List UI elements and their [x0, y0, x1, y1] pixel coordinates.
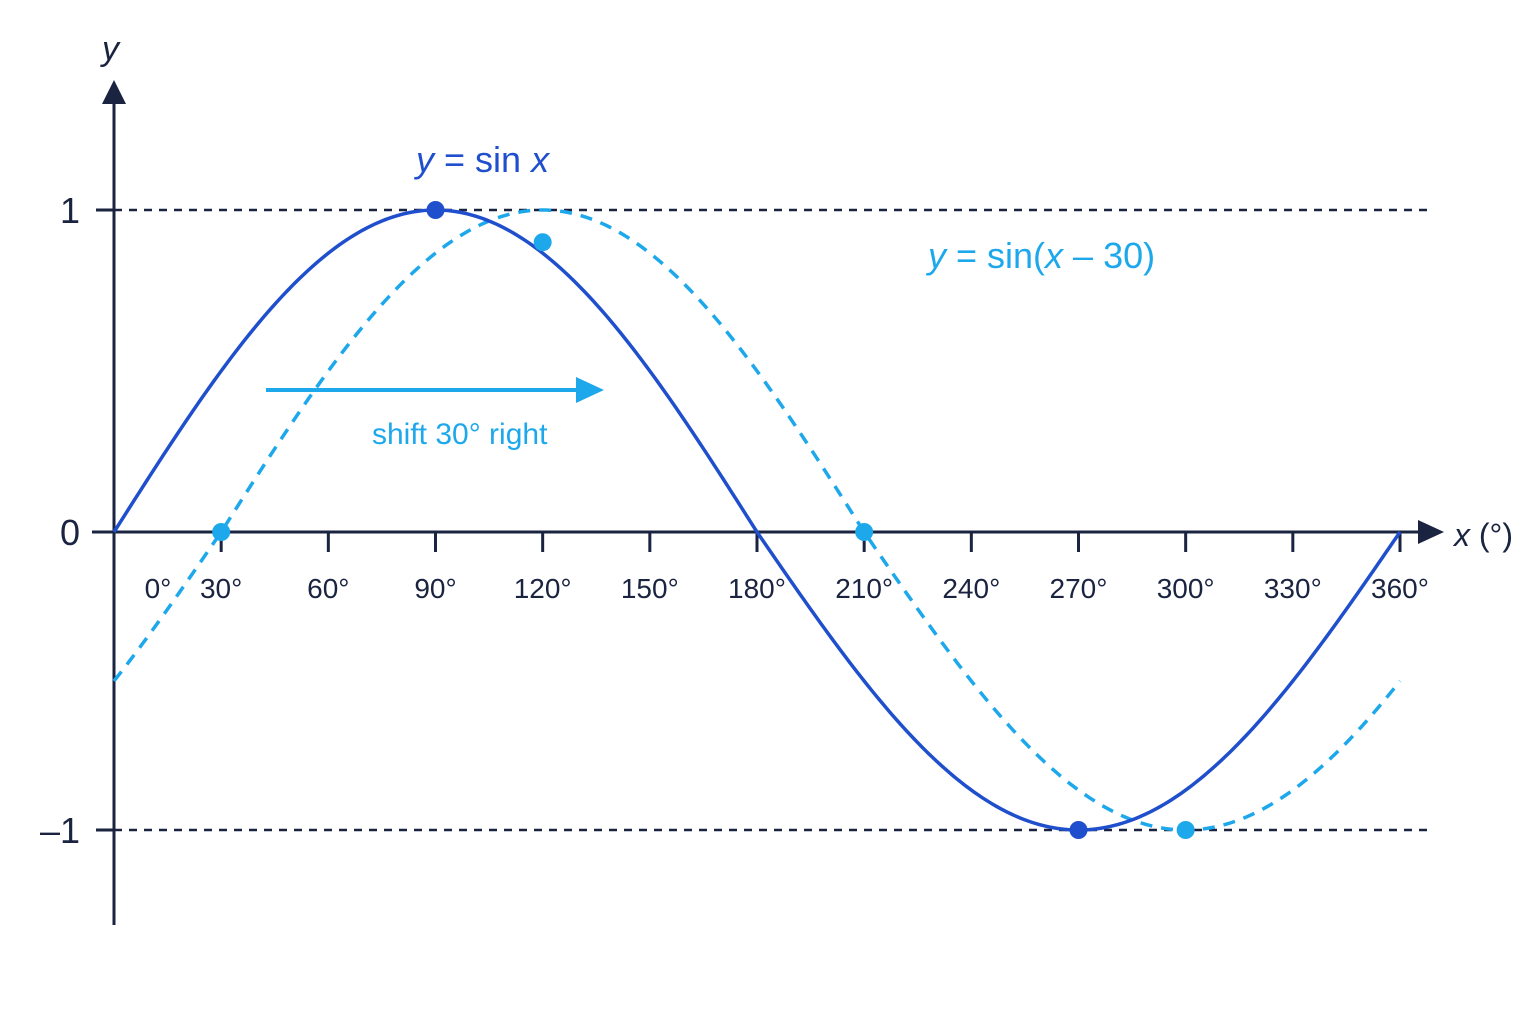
- y-axis-label: y: [100, 30, 121, 68]
- point-sin-shifted: [1176, 821, 1195, 839]
- x-tick-label: 0°: [145, 573, 172, 604]
- legend-label-sin: y = sin x: [413, 139, 551, 180]
- shift-annotation-label: shift 30° right: [372, 418, 548, 451]
- series-line-sin-shifted: [112, 208, 1402, 832]
- x-tick-label: 60°: [307, 573, 349, 604]
- x-axis-label: x (°): [1452, 517, 1513, 553]
- x-tick-label: 30°: [200, 573, 242, 604]
- series-line-sin: [112, 208, 1402, 832]
- x-tick-label: 150°: [621, 573, 679, 604]
- y-tick-label: –1: [40, 810, 80, 851]
- marked-points: [212, 201, 1195, 839]
- x-tick-label: 360°: [1371, 573, 1429, 604]
- y-tick-label: 0: [60, 512, 80, 553]
- point-sin: [1069, 821, 1088, 839]
- point-sin-shifted: [533, 233, 552, 252]
- legend-label-sin-shifted: y = sin(x – 30): [925, 235, 1155, 276]
- x-tick-label: 270°: [1050, 573, 1108, 604]
- point-sin-shifted: [212, 523, 231, 541]
- shift-arrow-head: [576, 377, 604, 403]
- y-axis-arrowhead: [102, 80, 126, 104]
- x-tick-label: 240°: [942, 573, 1000, 604]
- point-sin: [426, 201, 445, 219]
- x-tick-label: 330°: [1264, 573, 1322, 604]
- x-tick-label: 210°: [835, 573, 893, 604]
- x-tick-label: 90°: [414, 573, 456, 604]
- y-tick-labels: 1 0 –1: [40, 190, 114, 851]
- x-tick-label: 120°: [514, 573, 572, 604]
- y-tick-label: 1: [60, 190, 80, 231]
- x-ticks: 0° 30° 60° 90° 120° 150° 180° 210° 240° 270° 300° 3…: [145, 532, 1429, 604]
- x-axis-arrowhead: [1418, 520, 1444, 544]
- reference-lines: [114, 208, 1434, 832]
- point-sin-shifted: [855, 523, 874, 541]
- x-tick-label: 300°: [1157, 573, 1215, 604]
- x-tick-label: 180°: [728, 573, 786, 604]
